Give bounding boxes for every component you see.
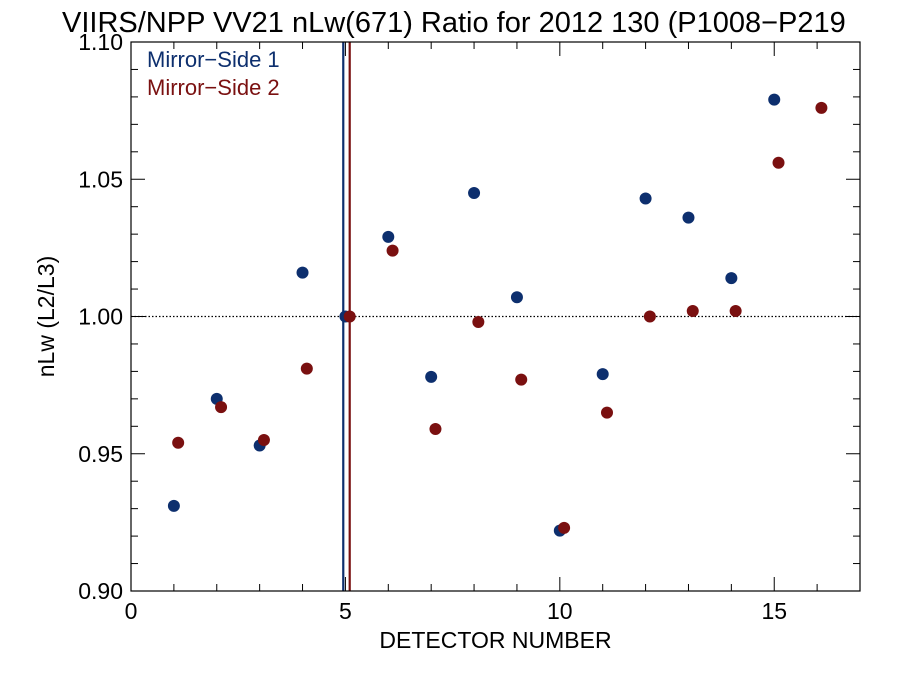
legend: Mirror−Side 1 Mirror−Side 2 [147, 47, 280, 100]
data-point [515, 373, 528, 386]
legend-entry: Mirror−Side 2 [147, 75, 280, 100]
y-tick-label: 0.90 [78, 578, 123, 604]
x-tick-label: 15 [761, 598, 787, 624]
x-axis-label: DETECTOR NUMBER [379, 627, 611, 653]
chart-title: VIIRS/NPP VV21 nLw(671) Ratio for 2012 1… [62, 7, 846, 39]
data-point [510, 291, 523, 304]
data-point [429, 423, 442, 436]
x-tick-label: 5 [339, 598, 352, 624]
data-point [686, 305, 699, 318]
data-point [682, 211, 695, 224]
data-point [425, 370, 438, 383]
data-point [725, 272, 738, 285]
data-point [386, 244, 399, 257]
y-tick-label: 1.05 [78, 166, 123, 192]
data-point [257, 434, 270, 447]
data-point [643, 310, 656, 323]
data-point [558, 521, 571, 534]
data-point [468, 186, 481, 199]
y-tick-label: 1.00 [78, 304, 123, 330]
data-point [167, 499, 180, 512]
y-tick-label: 0.95 [78, 441, 123, 467]
data-point [296, 266, 309, 279]
data-point [772, 156, 785, 169]
y-tick-label: 1.10 [78, 29, 123, 55]
plot-area: 0 5 10 15 0.90 0.95 1.00 1.05 1.10 [78, 29, 861, 624]
data-point [600, 406, 613, 419]
data-point [729, 305, 742, 318]
data-point [596, 368, 609, 381]
y-axis-label: nLw (L2/L3) [33, 256, 59, 377]
data-point [172, 436, 185, 449]
x-tick-label: 0 [125, 598, 138, 624]
data-point [768, 93, 781, 106]
legend-entry: Mirror−Side 1 [147, 47, 280, 72]
data-point [343, 310, 356, 323]
plot-frame [130, 41, 861, 592]
x-tick-label: 10 [547, 598, 573, 624]
data-point [815, 101, 828, 114]
data-point [215, 401, 228, 414]
data-point [639, 192, 652, 205]
data-point [472, 315, 485, 328]
data-point [300, 362, 313, 375]
data-point [382, 230, 395, 243]
